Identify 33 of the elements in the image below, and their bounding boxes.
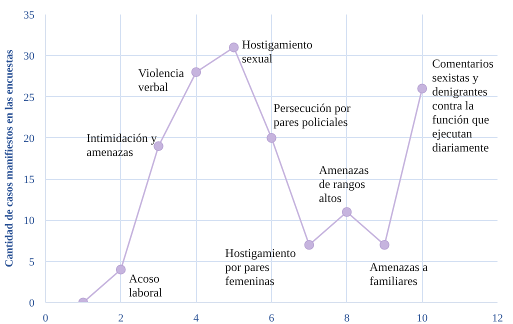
annotation: Comentarios sexistas y denigrantes contra la función que ejecutan diariamente <box>432 56 494 155</box>
annotation: Amenazas a familiares <box>370 260 428 288</box>
y-tick-label: 35 <box>24 10 35 22</box>
y-tick-label: 10 <box>24 215 35 228</box>
annotation: Persecución por pares policiales <box>274 100 350 129</box>
x-tick-label: 8 <box>344 312 350 324</box>
y-tick-label: 5 <box>29 256 35 268</box>
y-tick-label: 20 <box>24 132 35 145</box>
point <box>380 240 390 250</box>
y-tick-label: 30 <box>24 50 35 63</box>
annotation: Hostigamiento por pares femeninas <box>225 246 296 288</box>
y-tick-label: 15 <box>24 174 35 186</box>
x-tick-label: 10 <box>416 312 428 324</box>
annotation: Violencia verbal <box>138 66 185 94</box>
annotation: Intimidación y amenazas <box>86 131 157 160</box>
point <box>228 42 239 52</box>
x-tick-label: 0 <box>42 312 49 324</box>
x-tick-label: 12 <box>492 312 503 324</box>
x-tick-label: 4 <box>193 312 200 324</box>
point <box>417 84 428 94</box>
annotation: Acoso laboral <box>128 272 163 300</box>
y-tick-label: 0 <box>29 298 35 310</box>
y-axis-title: Cantidad de casos manifiestos en las encuestas <box>4 48 16 268</box>
point <box>191 67 202 77</box>
annotation: Amenazas de rangos altos <box>318 162 370 205</box>
x-tick-label: 6 <box>268 312 275 324</box>
point <box>266 133 276 143</box>
point <box>342 207 352 217</box>
y-tick-label: 25 <box>24 92 35 104</box>
x-tick-label: 2 <box>118 312 124 324</box>
point <box>116 264 126 274</box>
annotation: Hostigamiento sexual <box>242 37 313 66</box>
point <box>304 240 314 250</box>
